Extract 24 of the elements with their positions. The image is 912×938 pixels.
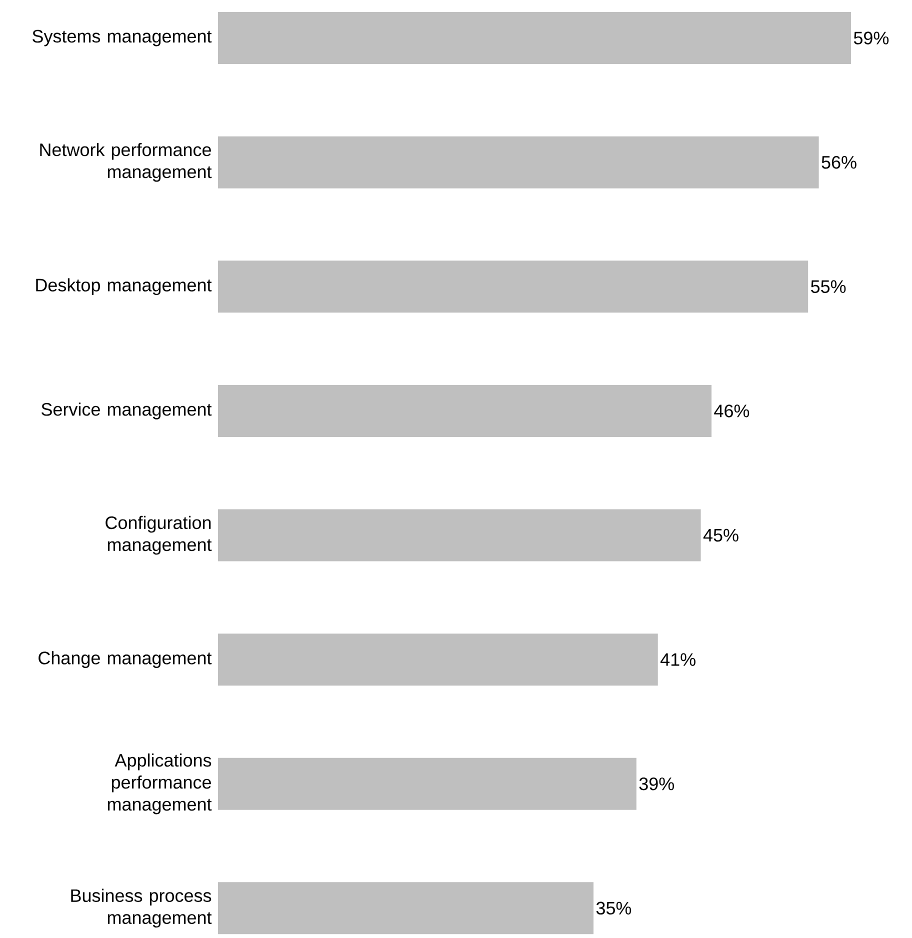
bar: [218, 882, 594, 934]
bar: [218, 634, 658, 686]
y-tick-label: Network performance management: [40, 142, 212, 182]
data-label: 35%: [596, 902, 632, 915]
y-tick-label: Applications performance management: [108, 753, 212, 814]
bar: [218, 509, 701, 562]
bar: [218, 260, 808, 313]
data-label: 55%: [811, 280, 846, 293]
y-tick-label: Systems management: [32, 30, 212, 46]
y-tick-label: Change management: [38, 651, 212, 668]
y-tick-label: Business process management: [71, 888, 212, 928]
data-label: 56%: [822, 156, 856, 169]
bar: [218, 136, 819, 188]
bar: [218, 384, 712, 437]
y-tick-label: Service management: [42, 402, 212, 420]
bar: [218, 12, 851, 64]
y-tick-label: Desktop management: [36, 278, 212, 296]
data-label: 59%: [854, 32, 889, 44]
data-label: 45%: [703, 528, 738, 542]
y-tick-label: Configuration management: [106, 516, 212, 555]
data-label: 46%: [714, 404, 750, 418]
data-label: 39%: [639, 777, 674, 790]
data-label: 41%: [660, 653, 696, 666]
bar: [218, 758, 636, 810]
